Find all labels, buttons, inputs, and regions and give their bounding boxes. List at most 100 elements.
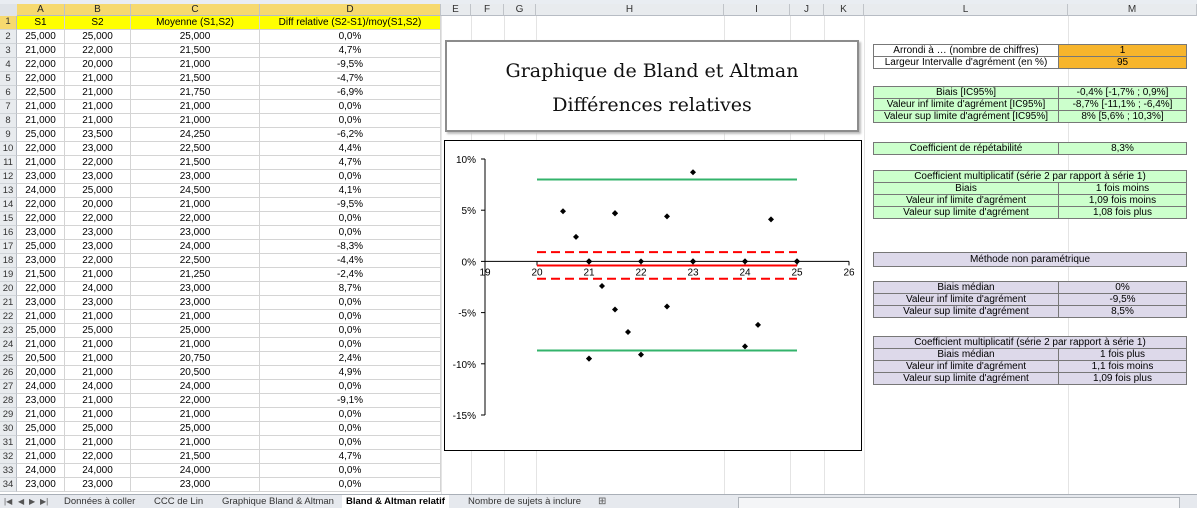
data-cell[interactable]: 20,000 — [17, 366, 65, 380]
data-cell[interactable]: 22,500 — [131, 142, 260, 156]
row-header[interactable]: 20 — [0, 282, 17, 296]
row-header[interactable]: 18 — [0, 254, 17, 268]
last-sheet-icon[interactable]: ▶| — [40, 497, 49, 506]
row-header[interactable]: 1 — [0, 16, 17, 30]
data-cell[interactable]: 23,000 — [17, 394, 65, 408]
data-cell[interactable]: 25,000 — [17, 422, 65, 436]
data-cell[interactable]: 22,000 — [17, 58, 65, 72]
data-cell[interactable]: 25,000 — [65, 324, 131, 338]
row-header[interactable]: 26 — [0, 366, 17, 380]
data-cell[interactable]: 22,000 — [65, 254, 131, 268]
column-header-A[interactable]: A — [17, 4, 65, 16]
data-cell[interactable]: 0,0% — [260, 408, 441, 422]
data-cell[interactable]: 24,000 — [17, 184, 65, 198]
data-cell[interactable]: 24,250 — [131, 128, 260, 142]
column-header-H[interactable]: H — [536, 4, 724, 16]
data-cell[interactable]: 0,0% — [260, 30, 441, 44]
data-cell[interactable]: 0,0% — [260, 324, 441, 338]
tab-nombre-sujets[interactable]: Nombre de sujets à inclure — [468, 496, 581, 507]
row-header[interactable]: 15 — [0, 212, 17, 226]
data-cell[interactable]: 22,000 — [131, 212, 260, 226]
data-cell[interactable]: 21,000 — [131, 338, 260, 352]
data-cell[interactable]: 21,000 — [131, 310, 260, 324]
insert-sheet-icon[interactable]: ⊞ — [598, 496, 607, 507]
data-cell[interactable]: 23,000 — [131, 170, 260, 184]
data-cell[interactable]: 23,000 — [131, 296, 260, 310]
data-cell[interactable]: 24,000 — [65, 380, 131, 394]
column-header-J[interactable]: J — [790, 4, 824, 16]
tab-ccc-lin[interactable]: CCC de Lin — [154, 496, 204, 507]
data-cell[interactable]: 23,000 — [17, 226, 65, 240]
row-header[interactable]: 21 — [0, 296, 17, 310]
data-cell[interactable]: 20,000 — [65, 58, 131, 72]
data-cell[interactable]: 21,000 — [65, 100, 131, 114]
data-cell[interactable]: 4,7% — [260, 450, 441, 464]
row-header[interactable]: 17 — [0, 240, 17, 254]
data-cell[interactable]: 21,000 — [131, 114, 260, 128]
data-cell[interactable]: 0,0% — [260, 338, 441, 352]
column-header-M[interactable]: M — [1068, 4, 1197, 16]
data-cell[interactable]: 24,000 — [131, 380, 260, 394]
row-header[interactable]: 31 — [0, 436, 17, 450]
data-cell[interactable]: 25,000 — [65, 30, 131, 44]
data-cell[interactable]: 21,000 — [131, 408, 260, 422]
data-cell[interactable]: 21,000 — [65, 338, 131, 352]
data-cell[interactable]: 4,4% — [260, 142, 441, 156]
row-header[interactable]: 28 — [0, 394, 17, 408]
data-cell[interactable]: 0,0% — [260, 114, 441, 128]
data-cell[interactable]: 21,000 — [17, 156, 65, 170]
row-header[interactable]: 30 — [0, 422, 17, 436]
data-cell[interactable]: 21,000 — [17, 44, 65, 58]
data-cell[interactable]: 21,000 — [131, 100, 260, 114]
tab-donnees[interactable]: Données à coller — [64, 496, 136, 507]
data-cell[interactable]: 25,000 — [17, 240, 65, 254]
data-cell[interactable]: 4,9% — [260, 366, 441, 380]
chart-title-box[interactable]: Graphique de Bland et Altman Différences… — [445, 40, 859, 132]
data-cell[interactable]: 0,0% — [260, 100, 441, 114]
row-header[interactable]: 7 — [0, 100, 17, 114]
data-cell[interactable]: 23,000 — [17, 254, 65, 268]
column-header-F[interactable]: F — [471, 4, 504, 16]
data-cell[interactable]: 23,000 — [17, 478, 65, 492]
row-header[interactable]: 22 — [0, 310, 17, 324]
header-cell-s2[interactable]: S2 — [65, 16, 131, 30]
data-cell[interactable]: 4,1% — [260, 184, 441, 198]
data-cell[interactable]: 0,0% — [260, 380, 441, 394]
setting-value[interactable]: 1 — [1058, 44, 1187, 57]
data-cell[interactable]: 23,000 — [65, 142, 131, 156]
data-cell[interactable]: 21,000 — [65, 394, 131, 408]
data-cell[interactable]: 24,000 — [65, 282, 131, 296]
data-cell[interactable]: 23,000 — [65, 226, 131, 240]
data-cell[interactable]: -9,5% — [260, 58, 441, 72]
data-cell[interactable]: 21,000 — [131, 198, 260, 212]
column-header-B[interactable]: B — [65, 4, 131, 16]
row-header[interactable]: 8 — [0, 114, 17, 128]
data-cell[interactable]: 0,0% — [260, 436, 441, 450]
setting-value[interactable]: 95 — [1058, 56, 1187, 69]
first-sheet-icon[interactable]: |◀ — [4, 497, 13, 506]
data-cell[interactable]: 23,000 — [65, 170, 131, 184]
data-cell[interactable]: 23,000 — [131, 226, 260, 240]
data-cell[interactable]: 24,000 — [17, 464, 65, 478]
prev-sheet-icon[interactable]: ◀ — [18, 497, 25, 506]
data-cell[interactable]: 24,000 — [17, 380, 65, 394]
row-header[interactable]: 12 — [0, 170, 17, 184]
data-cell[interactable]: 21,000 — [131, 436, 260, 450]
data-cell[interactable]: 0,0% — [260, 422, 441, 436]
data-cell[interactable]: 25,000 — [131, 30, 260, 44]
data-cell[interactable]: -4,7% — [260, 72, 441, 86]
data-cell[interactable]: 21,500 — [131, 156, 260, 170]
header-cell-moy[interactable]: Moyenne (S1,S2) — [131, 16, 260, 30]
row-header[interactable]: 19 — [0, 268, 17, 282]
data-cell[interactable]: 21,000 — [65, 366, 131, 380]
bland-altman-chart[interactable]: 10% 5% 0% -5% -10% -15% 19 20 21 22 23 24 25 26 — [444, 140, 862, 451]
data-cell[interactable]: 21,000 — [17, 100, 65, 114]
data-cell[interactable]: 25,000 — [131, 324, 260, 338]
data-cell[interactable]: 21,000 — [131, 58, 260, 72]
data-cell[interactable]: -6,9% — [260, 86, 441, 100]
data-cell[interactable]: 22,000 — [65, 212, 131, 226]
row-header[interactable]: 16 — [0, 226, 17, 240]
data-cell[interactable]: 25,000 — [131, 422, 260, 436]
row-header[interactable]: 14 — [0, 198, 17, 212]
data-cell[interactable]: 21,000 — [65, 72, 131, 86]
